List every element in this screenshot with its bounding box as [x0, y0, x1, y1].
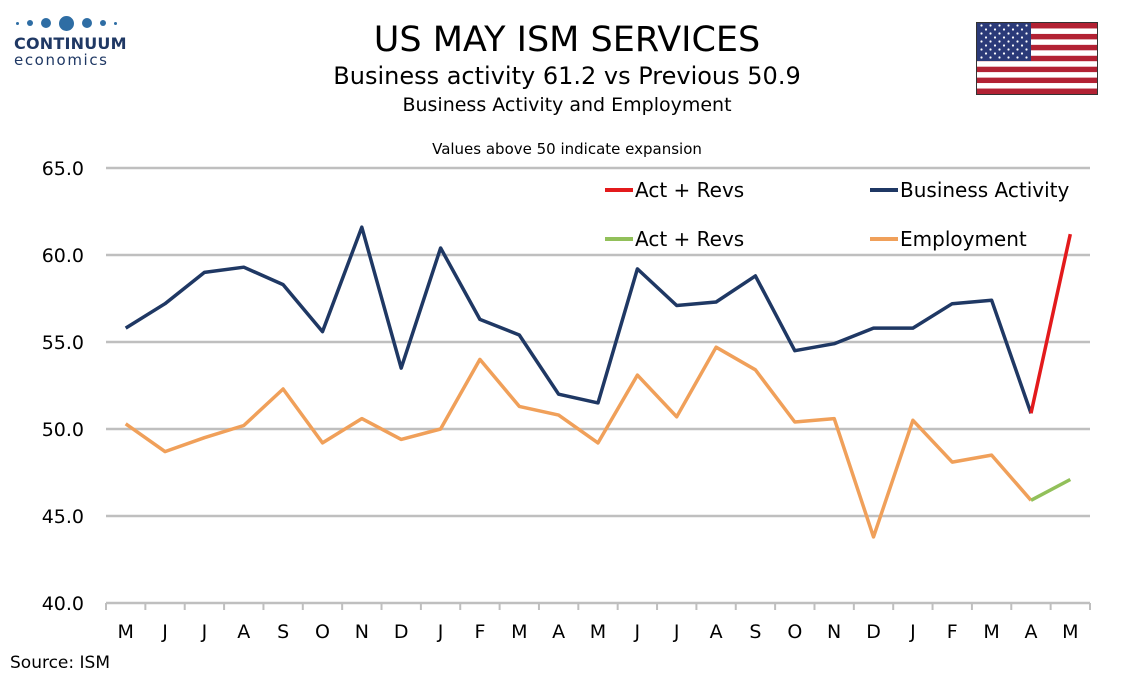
x-tick-label: F: [474, 621, 485, 643]
x-tick-label: J: [634, 621, 641, 643]
chart-subtitle-2: Business Activity and Employment: [402, 94, 732, 116]
x-tick-label: D: [866, 621, 881, 643]
y-tick-label: 50.0: [42, 419, 84, 441]
x-tick-label: M: [511, 621, 527, 643]
logo-sub: economics: [14, 51, 109, 69]
x-tick-label: S: [277, 621, 289, 643]
x-tick-label: J: [673, 621, 680, 643]
series-line-employment: [124, 345, 1033, 539]
series-line-act-revs-business: [1029, 233, 1073, 414]
source-note: Source: ISM: [10, 653, 110, 673]
x-tick-label: A: [552, 621, 565, 643]
y-tick-label: 45.0: [42, 506, 84, 528]
x-tick-label: S: [749, 621, 761, 643]
x-tick-label: A: [710, 621, 723, 643]
x-tick-label: A: [1024, 621, 1037, 643]
x-tick-label: F: [947, 621, 958, 643]
legend-label: Act + Revs: [635, 178, 744, 202]
x-tick-label: M: [983, 621, 999, 643]
x-tick-label: A: [237, 621, 250, 643]
us-flag-icon: [976, 22, 1098, 95]
chart-subtitle: Business activity 61.2 vs Previous 50.9: [333, 62, 801, 90]
legend: Act + Revs Business Activity Act + Revs Emp…: [605, 178, 1070, 251]
legend-label: Act + Revs: [635, 227, 744, 251]
x-tick-label: J: [161, 621, 168, 643]
x-tick-label: N: [355, 621, 369, 643]
gridlines: [106, 166, 1090, 518]
series-line-business-activity: [124, 225, 1033, 414]
logo-brand: CONTINUUM: [14, 34, 127, 53]
y-tick-label: 55.0: [42, 332, 84, 354]
x-tick-label: J: [909, 621, 916, 643]
logo-dots: [16, 14, 134, 32]
x-tick-label: M: [117, 621, 133, 643]
chart-note: Values above 50 indicate expansion: [432, 140, 702, 158]
chart-title: US MAY ISM SERVICES: [373, 20, 761, 60]
y-tick-label: 65.0: [42, 158, 84, 180]
continuum-logo: CONTINUUM economics: [14, 14, 134, 78]
axes: 40.0 45.0 50.0 55.0 60.0 65.0 M J J A S O N D J F M A M J J A…: [42, 158, 1091, 643]
x-tick-label: J: [201, 621, 208, 643]
legend-label: Employment: [900, 227, 1027, 251]
x-tick-label: M: [1062, 621, 1078, 643]
y-tick-label: 60.0: [42, 245, 84, 267]
series-line-act-revs-employment: [1030, 477, 1072, 502]
x-tick-label: O: [315, 621, 330, 643]
x-tick-label: M: [590, 621, 606, 643]
x-tick-label: J: [437, 621, 444, 643]
y-tick-label: 40.0: [42, 593, 84, 615]
x-tick-label: N: [827, 621, 841, 643]
x-tick-label: D: [394, 621, 409, 643]
legend-label: Business Activity: [900, 178, 1070, 202]
x-tick-label: O: [787, 621, 802, 643]
series-lines: [124, 225, 1073, 539]
